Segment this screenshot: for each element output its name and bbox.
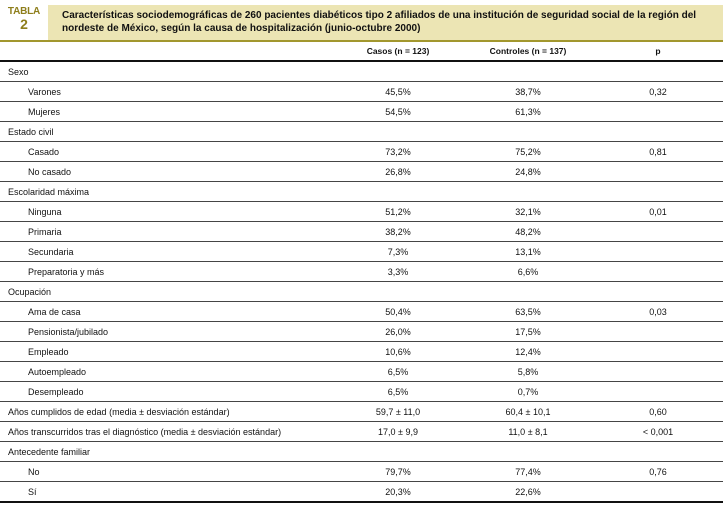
row-label: Escolaridad máxima <box>8 186 90 197</box>
row-label: Años transcurridos tras el diagnóstico (… <box>8 426 282 437</box>
cell-controles: 75,2% <box>515 146 541 157</box>
figure-header: TABLA 2 Características sociodemográfica… <box>0 5 723 42</box>
cell-controles: 60,4 ± 10,1 <box>505 406 551 417</box>
row-label: Empleado <box>28 346 69 357</box>
cell-casos: 51,2% <box>385 206 411 217</box>
cell-casos: 73,2% <box>385 146 411 157</box>
row-label: Estado civil <box>8 126 54 137</box>
cell-controles: 32,1% <box>515 206 541 217</box>
cell-casos: 59,7 ± 11,0 <box>375 406 421 417</box>
column-header-p: p <box>655 46 661 56</box>
cell-controles: 12,4% <box>515 346 541 357</box>
row-label: Secundaria <box>28 246 74 257</box>
cell-controles: 61,3% <box>515 106 541 117</box>
table-row: Primaria 38,2% 48,2% <box>0 222 723 242</box>
cell-controles: 17,5% <box>515 326 541 337</box>
data-table: Casos (n = 123) Controles (n = 137) p Se… <box>0 42 723 503</box>
row-label: Casado <box>28 146 60 157</box>
table-title-band: Características sociodemográficas de 260… <box>48 5 723 40</box>
row-label: Pensionista/jubilado <box>28 326 109 337</box>
cell-casos: 45,5% <box>385 86 411 97</box>
cell-casos: 38,2% <box>385 226 411 237</box>
cell-casos: 10,6% <box>385 346 411 357</box>
cell-casos: 6,5% <box>387 366 409 377</box>
cell-p: 0,60 <box>649 406 667 417</box>
table-row: Empleado 10,6% 12,4% <box>0 342 723 362</box>
cell-p: 0,81 <box>649 146 667 157</box>
row-label: Años cumplidos de edad (media ± desviaci… <box>8 406 230 417</box>
column-header-controles: Controles (n = 137) <box>489 46 567 56</box>
cell-controles: 38,7% <box>515 86 541 97</box>
table-row: Ninguna 51,2% 32,1% 0,01 <box>0 202 723 222</box>
table-row: Ocupación <box>0 282 723 302</box>
table-row: No 79,7% 77,4% 0,76 <box>0 462 723 482</box>
table-row: Casado 73,2% 75,2% 0,81 <box>0 142 723 162</box>
row-label: No casado <box>28 166 72 177</box>
cell-casos: 54,5% <box>385 106 411 117</box>
cell-casos: 3,3% <box>387 266 409 277</box>
table-row: Mujeres 54,5% 61,3% <box>0 102 723 122</box>
table-row: Escolaridad máxima <box>0 182 723 202</box>
table-label-word: TABLA <box>7 6 41 17</box>
row-label: Ocupación <box>8 286 52 297</box>
table-row: Autoempleado 6,5% 5,8% <box>0 362 723 382</box>
row-label: Sí <box>28 486 37 497</box>
table-body: Sexo Varones 45,5% 38,7% 0,32 Mujeres 54… <box>0 62 723 503</box>
cell-controles: 6,6% <box>517 266 539 277</box>
cell-casos: 26,8% <box>385 166 411 177</box>
cell-p: 0,03 <box>649 306 667 317</box>
row-label: Mujeres <box>28 106 61 117</box>
table-row: Ama de casa 50,4% 63,5% 0,03 <box>0 302 723 322</box>
cell-controles: 11,0 ± 8,1 <box>508 426 548 437</box>
table-row: Estado civil <box>0 122 723 142</box>
row-label: Varones <box>28 86 61 97</box>
table-row: Varones 45,5% 38,7% 0,32 <box>0 82 723 102</box>
cell-p: 0,01 <box>649 206 667 217</box>
cell-p: 0,76 <box>649 466 667 477</box>
cell-controles: 5,8% <box>517 366 539 377</box>
cell-controles: 77,4% <box>515 466 541 477</box>
cell-controles: 13,1% <box>515 246 541 257</box>
row-label: Antecedente familiar <box>8 446 91 457</box>
table-row: Antecedente familiar <box>0 442 723 462</box>
cell-controles: 24,8% <box>515 166 541 177</box>
table-row: Años transcurridos tras el diagnóstico (… <box>0 422 723 442</box>
cell-casos: 79,7% <box>385 466 411 477</box>
table-row: Años cumplidos de edad (media ± desviaci… <box>0 402 723 422</box>
cell-controles: 22,6% <box>515 486 541 497</box>
cell-casos: 6,5% <box>387 386 409 397</box>
table-row: Preparatoria y más 3,3% 6,6% <box>0 262 723 282</box>
cell-casos: 50,4% <box>385 306 411 317</box>
cell-casos: 20,3% <box>385 486 411 497</box>
table-title: Características sociodemográficas de 260… <box>62 10 697 34</box>
cell-casos: 7,3% <box>387 246 409 257</box>
row-label: Primaria <box>28 226 62 237</box>
table-row: Desempleado 6,5% 0,7% <box>0 382 723 402</box>
row-label: Ama de casa <box>28 306 81 317</box>
cell-controles: 0,7% <box>517 386 539 397</box>
row-label: Ninguna <box>28 206 62 217</box>
cell-controles: 63,5% <box>515 306 541 317</box>
table-row: Secundaria 7,3% 13,1% <box>0 242 723 262</box>
row-label: Sexo <box>8 66 29 77</box>
row-label: Autoempleado <box>28 366 87 377</box>
table-row: No casado 26,8% 24,8% <box>0 162 723 182</box>
row-label: Desempleado <box>28 386 84 397</box>
cell-p: 0,32 <box>649 86 667 97</box>
table-row: Sí 20,3% 22,6% <box>0 482 723 503</box>
cell-p: < 0,001 <box>642 426 674 437</box>
row-label: No <box>28 466 40 477</box>
cell-casos: 17,0 ± 9,9 <box>378 426 418 437</box>
table-row: Sexo <box>0 62 723 82</box>
column-header-casos: Casos (n = 123) <box>366 46 430 56</box>
table-number-label: TABLA 2 <box>0 5 48 40</box>
table-row: Pensionista/jubilado 26,0% 17,5% <box>0 322 723 342</box>
cell-casos: 26,0% <box>385 326 411 337</box>
cell-controles: 48,2% <box>515 226 541 237</box>
table-column-headers: Casos (n = 123) Controles (n = 137) p <box>0 42 723 62</box>
table-label-number: 2 <box>20 16 28 32</box>
row-label: Preparatoria y más <box>28 266 105 277</box>
